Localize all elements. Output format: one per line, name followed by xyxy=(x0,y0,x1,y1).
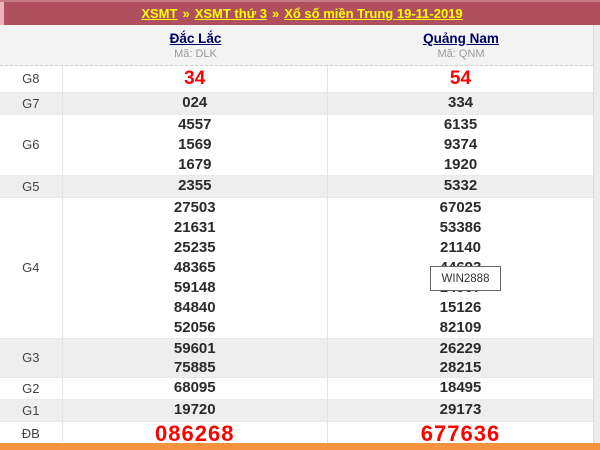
prize-number: 5332 xyxy=(443,177,478,194)
prize-label: G2 xyxy=(0,377,63,399)
prize-values-qnm: 18495 xyxy=(328,377,594,399)
prize-values-dlk: 19720 xyxy=(62,399,328,421)
prize-row-ĐB: ĐB 086268 677636 xyxy=(0,421,593,446)
prize-number: 48365 xyxy=(173,258,216,276)
breadcrumb-link-xsmt-thu-3[interactable]: XSMT thứ 3 xyxy=(194,6,267,21)
prize-number: 9374 xyxy=(443,135,478,153)
prize-label: G7 xyxy=(0,92,63,114)
prize-label: ĐB xyxy=(0,421,63,446)
prize-row-G3: G3 59601 75885 26229 28215 xyxy=(0,338,593,377)
prize-row-G2: G2 68095 18495 xyxy=(0,377,593,399)
prize-row-G8: G8 34 54 xyxy=(0,66,593,92)
left-edge-strip xyxy=(0,2,4,27)
prize-label: G8 xyxy=(0,66,63,92)
column-header-quang-nam: Quảng Nam Mã: QNM xyxy=(329,25,593,65)
prize-label: G3 xyxy=(0,338,63,377)
province-code-qnm: Mã: QNM xyxy=(437,47,485,60)
prize-number: 54 xyxy=(449,67,472,89)
prize-values-dlk: 024 xyxy=(62,92,328,114)
prize-values-dlk: 34 xyxy=(62,66,328,92)
prize-values-qnm: 677636 xyxy=(328,421,594,446)
prize-values-dlk: 2355 xyxy=(62,175,328,197)
province-link-dac-lac[interactable]: Đắc Lắc xyxy=(169,30,222,46)
prize-number: 1679 xyxy=(178,155,212,173)
breadcrumb-link-xsmt[interactable]: XSMT xyxy=(141,6,178,21)
prize-number: 086268 xyxy=(155,420,235,446)
prize-number: 27503 xyxy=(173,198,216,216)
prize-number: 52056 xyxy=(173,318,216,336)
prize-number: 82109 xyxy=(439,318,482,336)
right-gutter xyxy=(593,25,600,443)
prize-number: 68095 xyxy=(173,379,216,396)
prize-row-G1: G1 19720 29173 xyxy=(0,399,593,421)
prize-number: 67025 xyxy=(439,198,482,216)
prize-number: 84840 xyxy=(173,298,216,316)
prize-values-dlk: 086268 xyxy=(62,421,328,446)
prize-number: 21631 xyxy=(173,218,216,236)
prize-number: 677636 xyxy=(420,420,501,446)
prize-number: 6135 xyxy=(443,115,478,133)
prize-number: 25235 xyxy=(173,238,216,256)
prize-values-dlk: 4557 1569 1679 xyxy=(62,114,328,175)
prize-number: 75885 xyxy=(173,358,216,376)
prize-values-dlk: 59601 75885 xyxy=(62,338,328,377)
prize-label: G6 xyxy=(0,114,63,175)
prize-number: 4557 xyxy=(178,115,212,133)
prize-number: 1920 xyxy=(443,155,478,173)
prize-row-G4: G4 27503 21631 25235 48365 59148 84840 52056 670… xyxy=(0,197,593,338)
prize-number: 21140 xyxy=(440,238,481,256)
prize-number: 59148 xyxy=(173,278,216,296)
breadcrumb: XSMT » XSMT thứ 3 » Xổ số miền Trung 19-… xyxy=(0,0,600,27)
prize-number: 19720 xyxy=(173,401,216,418)
prize-table-body: G8 34 54 G7 024 334 G6 4557 1569 1679 6135 9374 1920… xyxy=(0,66,593,446)
breadcrumb-separator: » xyxy=(182,6,190,21)
prize-number: 59601 xyxy=(173,339,216,357)
column-headers: Đắc Lắc Mã: DLK Quảng Nam Mã: QNM xyxy=(0,25,593,66)
prize-number: 2355 xyxy=(178,177,212,194)
prize-label: G4 xyxy=(0,197,63,338)
prize-row-G5: G5 2355 5332 xyxy=(0,175,593,197)
prize-row-G7: G7 024 334 xyxy=(0,92,593,114)
prize-number: 53386 xyxy=(439,218,482,236)
prize-number: 15126 xyxy=(439,298,482,316)
prize-label: G1 xyxy=(0,399,63,421)
prize-number: 28215 xyxy=(439,358,482,376)
prize-number: 29173 xyxy=(439,401,482,418)
prize-number: 18495 xyxy=(439,379,482,396)
prize-values-qnm: 5332 xyxy=(328,175,594,197)
prize-row-G6: G6 4557 1569 1679 6135 9374 1920 xyxy=(0,114,593,175)
province-link-quang-nam[interactable]: Quảng Nam xyxy=(423,30,499,46)
bottom-accent-bar xyxy=(0,443,600,450)
prize-table: G8 34 54 G7 024 334 G6 4557 1569 1679 6135 9374 1920… xyxy=(0,66,593,446)
prize-values-qnm: 6135 9374 1920 xyxy=(328,114,594,175)
prize-values-qnm: 54 xyxy=(328,66,594,92)
watermark-box: WIN2888 xyxy=(430,266,501,291)
province-code-dlk: Mã: DLK xyxy=(174,47,217,60)
prize-values-qnm: 26229 28215 xyxy=(328,338,594,377)
prize-values-qnm: 29173 xyxy=(328,399,594,421)
prize-number: 1569 xyxy=(178,135,212,153)
label-column-spacer xyxy=(0,25,62,65)
breadcrumb-separator: » xyxy=(271,6,280,21)
prize-number: 024 xyxy=(182,94,208,111)
prize-values-dlk: 27503 21631 25235 48365 59148 84840 52056 xyxy=(62,197,328,338)
watermark-label: WIN2888 xyxy=(441,272,490,285)
prize-number: 334 xyxy=(447,94,474,111)
prize-values-qnm: 334 xyxy=(328,92,594,114)
column-header-dac-lac: Đắc Lắc Mã: DLK xyxy=(62,25,329,65)
prize-number: 26229 xyxy=(439,339,482,357)
prize-values-dlk: 68095 xyxy=(62,377,328,399)
breadcrumb-link-date[interactable]: Xổ số miền Trung 19-11-2019 xyxy=(284,6,463,21)
prize-number: 34 xyxy=(184,67,206,89)
prize-label: G5 xyxy=(0,175,63,197)
